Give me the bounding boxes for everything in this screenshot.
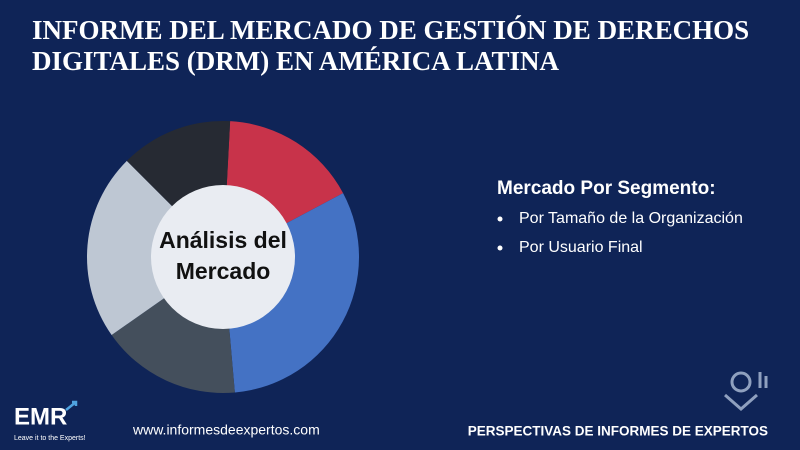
footer-tagline: PERSPECTIVAS DE INFORMES DE EXPERTOS: [468, 424, 768, 439]
bullet: [497, 216, 503, 222]
donut-segment: [226, 121, 344, 225]
segment-item: Por Tamaño de la Organización: [519, 210, 743, 227]
bullet: [497, 245, 503, 251]
logo: EMR: [14, 403, 67, 430]
title-line: DIGITALES (DRM) EN AMÉRICA LATINA: [32, 46, 560, 76]
segment-item: Por Usuario Final: [519, 239, 643, 256]
donut-center: [151, 185, 295, 329]
center-label: Análisis del: [159, 227, 287, 253]
donut-segment: [229, 193, 359, 393]
website: www.informesdeexpertos.com: [132, 422, 320, 438]
donut-segment: [111, 297, 235, 393]
donut-segment: [126, 121, 231, 208]
title-line: INFORME DEL MERCADO DE GESTIÓN DE DERECH…: [32, 15, 749, 45]
logo-tagline: Leave it to the Experts!: [14, 435, 86, 442]
logo-arrow: [65, 400, 78, 411]
segments-heading: Mercado Por Segmento:: [497, 178, 716, 199]
center-label: Mercado: [176, 258, 271, 284]
icon: [724, 371, 768, 411]
donut-segment: [87, 160, 174, 336]
donut: [87, 121, 359, 393]
